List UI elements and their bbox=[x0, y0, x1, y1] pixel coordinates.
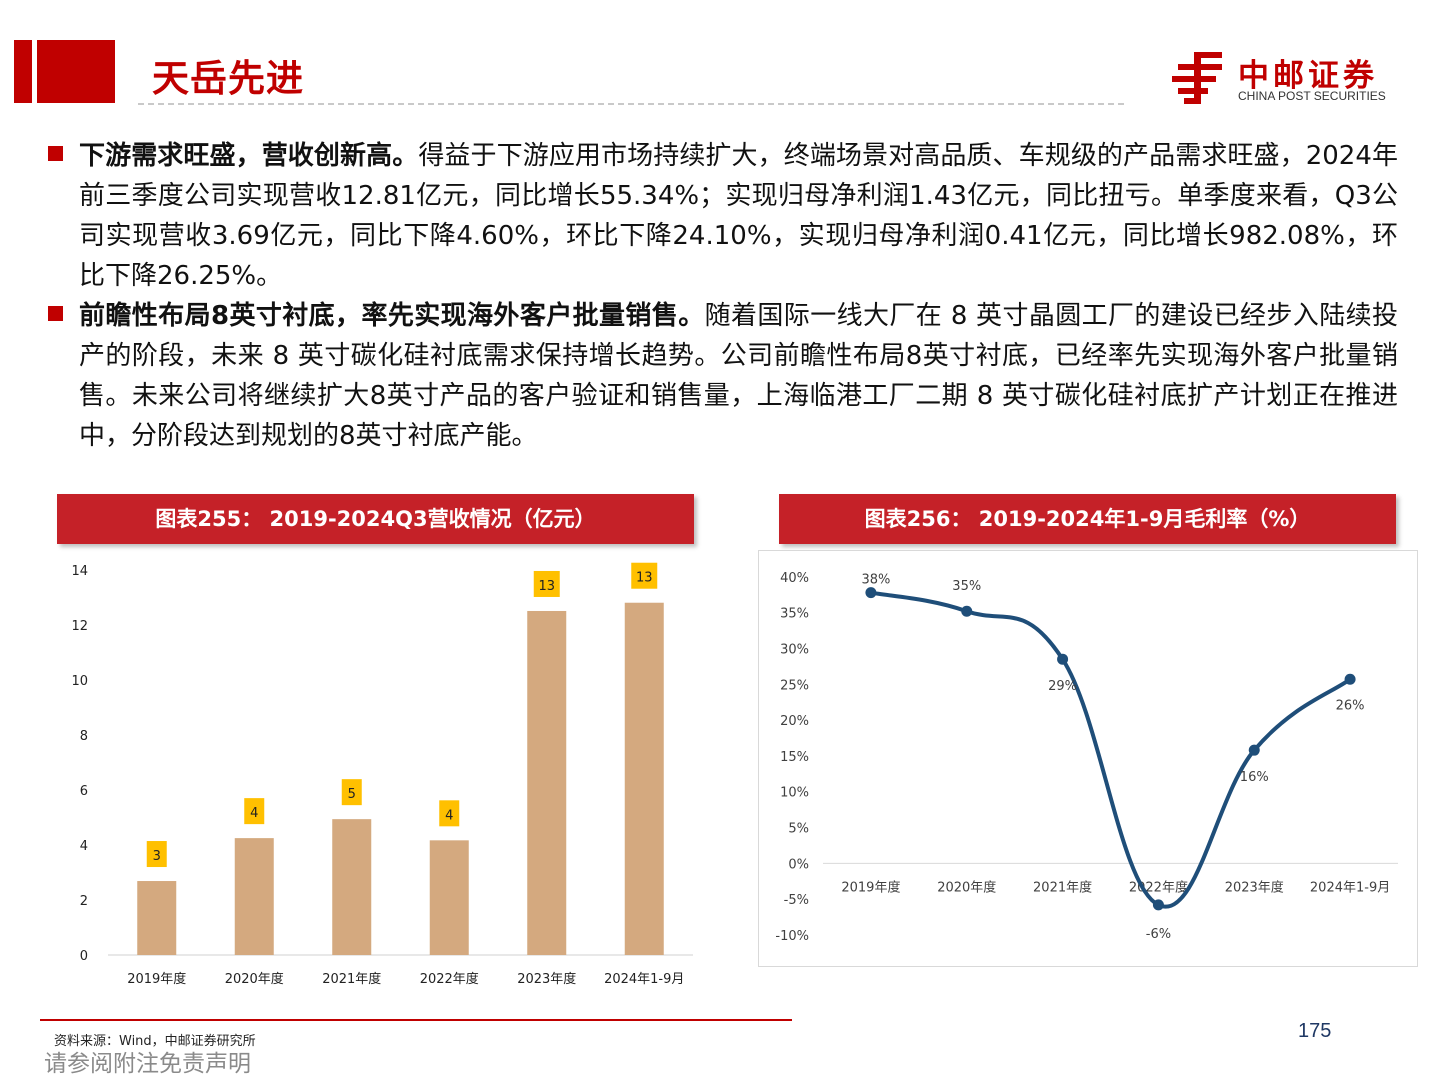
data-label: 13 bbox=[538, 579, 555, 594]
chart-revenue-title: 图表255： 2019-2024Q3营收情况（亿元） bbox=[57, 494, 694, 544]
logo-chinese-name: 中邮证券 bbox=[1238, 58, 1378, 94]
y-tick-label: 30% bbox=[780, 642, 809, 657]
bullet-body: 得益于下游应用市场持续扩大，终端场景对高品质、车规级的产品需求旺盛，2024年前… bbox=[79, 141, 1398, 291]
bullet-body: 随着国际一线大厂在 8 英寸晶圆工厂的建设已经步入陆续投产的阶段，未来 8 英寸… bbox=[79, 301, 1398, 451]
data-label-background bbox=[533, 570, 560, 597]
y-tick-label: -5% bbox=[784, 893, 809, 908]
margin-point bbox=[1344, 673, 1356, 685]
y-tick-label: 0% bbox=[788, 857, 809, 872]
chart-revenue: 0 2 4 6 8 10 12 14 3 2019年度 4 2020年度 5 2021年度 4 2022年度 1… bbox=[71, 562, 693, 987]
revenue-bar bbox=[429, 840, 469, 955]
data-label: -6% bbox=[1146, 927, 1171, 942]
header-accent-bar-left bbox=[14, 40, 32, 103]
bullet-8inch: 前瞻性布局8英寸衬底，率先实现海外客户批量销售。随着国际一线大厂在 8 英寸晶圆… bbox=[48, 296, 1398, 456]
y-tick-label: 8 bbox=[80, 729, 88, 744]
data-label: 13 bbox=[636, 571, 653, 586]
y-tick-label: 0 bbox=[80, 949, 88, 964]
margin-series-line bbox=[868, 590, 1353, 909]
data-label: 16% bbox=[1240, 770, 1269, 785]
bullet-heading: 前瞻性布局8英寸衬底，率先实现海外客户批量销售。 bbox=[79, 301, 705, 331]
data-label: 35% bbox=[952, 579, 981, 594]
margin-point bbox=[961, 605, 973, 617]
x-tick-label: 2019年度 bbox=[841, 879, 900, 895]
bullet-square-icon bbox=[48, 306, 63, 321]
data-label: 4 bbox=[250, 806, 258, 821]
disclaimer-text: 请参阅附注免责声明 bbox=[44, 1051, 251, 1077]
bullet-text: 前瞻性布局8英寸衬底，率先实现海外客户批量销售。随着国际一线大厂在 8 英寸晶圆… bbox=[79, 296, 1398, 456]
chart-margin-frame bbox=[758, 550, 1418, 967]
source-note: 资料来源：Wind，中邮证券研究所 bbox=[54, 1034, 256, 1049]
y-tick-label: 12 bbox=[71, 619, 88, 634]
x-tick-label: 2023年度 bbox=[517, 971, 576, 987]
data-label: 4 bbox=[445, 808, 453, 823]
y-tick-label: 20% bbox=[780, 714, 809, 729]
revenue-bar bbox=[624, 602, 664, 955]
data-label-background bbox=[244, 798, 265, 825]
y-tick-label: 6 bbox=[80, 784, 88, 799]
data-label-background bbox=[631, 562, 658, 589]
data-label-background bbox=[341, 779, 362, 806]
company-logo: 中邮证券 CHINA POST SECURITIES bbox=[1170, 50, 1400, 106]
bullet-square-icon bbox=[48, 146, 63, 161]
y-tick-label: 10% bbox=[780, 786, 809, 801]
data-label: 3 bbox=[153, 849, 161, 864]
y-tick-label: 2 bbox=[80, 894, 88, 909]
y-tick-label: 5% bbox=[788, 822, 809, 837]
header-accent-bar-right bbox=[37, 40, 115, 103]
data-label-background bbox=[439, 800, 460, 827]
x-tick-label: 2019年度 bbox=[127, 971, 186, 987]
revenue-bar bbox=[137, 881, 177, 955]
data-label: 29% bbox=[1048, 679, 1077, 694]
y-tick-label: 15% bbox=[780, 750, 809, 765]
x-tick-label: 2022年度 bbox=[420, 971, 479, 987]
chart-margin: -10% -5% 0% 5% 10% 15% 20% 25% 30% 35% 40% 2019年度 20… bbox=[775, 571, 1398, 944]
bullet-text: 下游需求旺盛，营收创新高。得益于下游应用市场持续扩大，终端场景对高品质、车规级的… bbox=[79, 136, 1398, 296]
header-divider bbox=[138, 103, 1124, 105]
x-tick-label: 2024年1-9月 bbox=[1310, 880, 1390, 895]
x-tick-label: 2021年度 bbox=[1033, 879, 1092, 895]
revenue-bar bbox=[527, 610, 567, 955]
logo-english-name: CHINA POST SECURITIES bbox=[1238, 89, 1386, 103]
data-label: 38% bbox=[861, 573, 890, 588]
chart-margin-title: 图表256： 2019-2024年1-9月毛利率（%） bbox=[779, 494, 1396, 544]
footer-divider bbox=[40, 1019, 792, 1021]
x-tick-label: 2021年度 bbox=[322, 971, 381, 987]
page-number: 175 bbox=[1298, 1020, 1332, 1042]
margin-point bbox=[1248, 744, 1260, 756]
data-label: 5 bbox=[348, 787, 356, 802]
y-tick-label: 4 bbox=[80, 839, 88, 854]
y-tick-label: 35% bbox=[780, 607, 809, 622]
y-tick-label: 25% bbox=[780, 678, 809, 693]
x-tick-label: 2020年度 bbox=[225, 971, 284, 987]
margin-point bbox=[1152, 899, 1164, 911]
bullet-heading: 下游需求旺盛，营收创新高。 bbox=[79, 141, 419, 171]
page-title: 天岳先进 bbox=[152, 57, 304, 100]
x-tick-label: 2020年度 bbox=[937, 879, 996, 895]
revenue-bar bbox=[234, 838, 274, 955]
data-label-background bbox=[146, 841, 167, 868]
margin-point bbox=[865, 587, 877, 599]
x-tick-label: 2023年度 bbox=[1225, 879, 1284, 895]
data-label: 26% bbox=[1336, 698, 1365, 713]
revenue-bar bbox=[332, 819, 372, 955]
margin-point bbox=[1057, 653, 1069, 665]
bullet-revenue: 下游需求旺盛，营收创新高。得益于下游应用市场持续扩大，终端场景对高品质、车规级的… bbox=[48, 136, 1398, 296]
y-tick-label: 40% bbox=[780, 571, 809, 586]
y-tick-label: 14 bbox=[71, 564, 88, 579]
y-tick-label: -10% bbox=[775, 929, 809, 944]
y-tick-label: 10 bbox=[71, 674, 88, 689]
china-post-logo-icon bbox=[1172, 52, 1222, 104]
x-tick-label: 2024年1-9月 bbox=[604, 972, 684, 987]
